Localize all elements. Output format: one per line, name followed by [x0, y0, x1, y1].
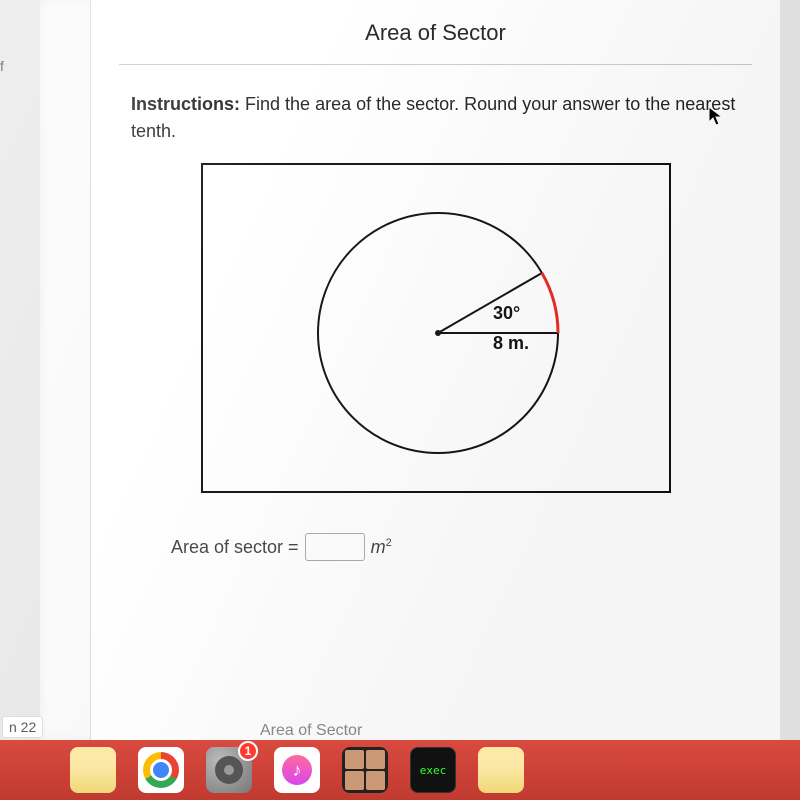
- dock-settings-icon[interactable]: 1: [206, 747, 252, 793]
- bottom-center-fragment: Area of Sector: [260, 722, 362, 740]
- content-panel: Area of Sector Instructions: Find the ar…: [90, 0, 780, 740]
- radius-angled: [438, 273, 542, 333]
- radius-label: 8 m.: [493, 333, 529, 353]
- dock-folder2-icon[interactable]: [478, 747, 524, 793]
- dock-chrome-icon[interactable]: [138, 747, 184, 793]
- diagram-container: 30° 8 m.: [201, 163, 671, 493]
- unit-base: m: [371, 537, 386, 557]
- answer-prefix: Area of sector =: [171, 537, 299, 558]
- title-row: Area of Sector: [91, 0, 780, 64]
- answer-unit: m2: [371, 537, 392, 558]
- dock-folder-icon[interactable]: [70, 747, 116, 793]
- left-clip-text: f: [0, 58, 4, 74]
- answer-input[interactable]: [305, 533, 365, 561]
- sector-diagram: 30° 8 m.: [203, 165, 673, 495]
- dock-photobooth-icon[interactable]: [342, 747, 388, 793]
- angle-label: 30°: [493, 303, 520, 323]
- dock-music-icon[interactable]: ♪: [274, 747, 320, 793]
- sector-arc: [542, 273, 558, 333]
- instructions-label: Instructions:: [131, 94, 240, 114]
- answer-row: Area of sector = m2: [171, 533, 780, 561]
- screen-area: Area of Sector Instructions: Find the ar…: [40, 0, 780, 740]
- bottom-left-fragment: n 22: [2, 716, 43, 738]
- unit-exp: 2: [386, 537, 392, 549]
- instructions-block: Instructions: Find the area of the secto…: [91, 65, 780, 163]
- page-title: Area of Sector: [365, 20, 506, 45]
- dock-badge: 1: [238, 741, 258, 761]
- dock-terminal-icon[interactable]: exec: [410, 747, 456, 793]
- macos-dock: 1 ♪ exec: [0, 740, 800, 800]
